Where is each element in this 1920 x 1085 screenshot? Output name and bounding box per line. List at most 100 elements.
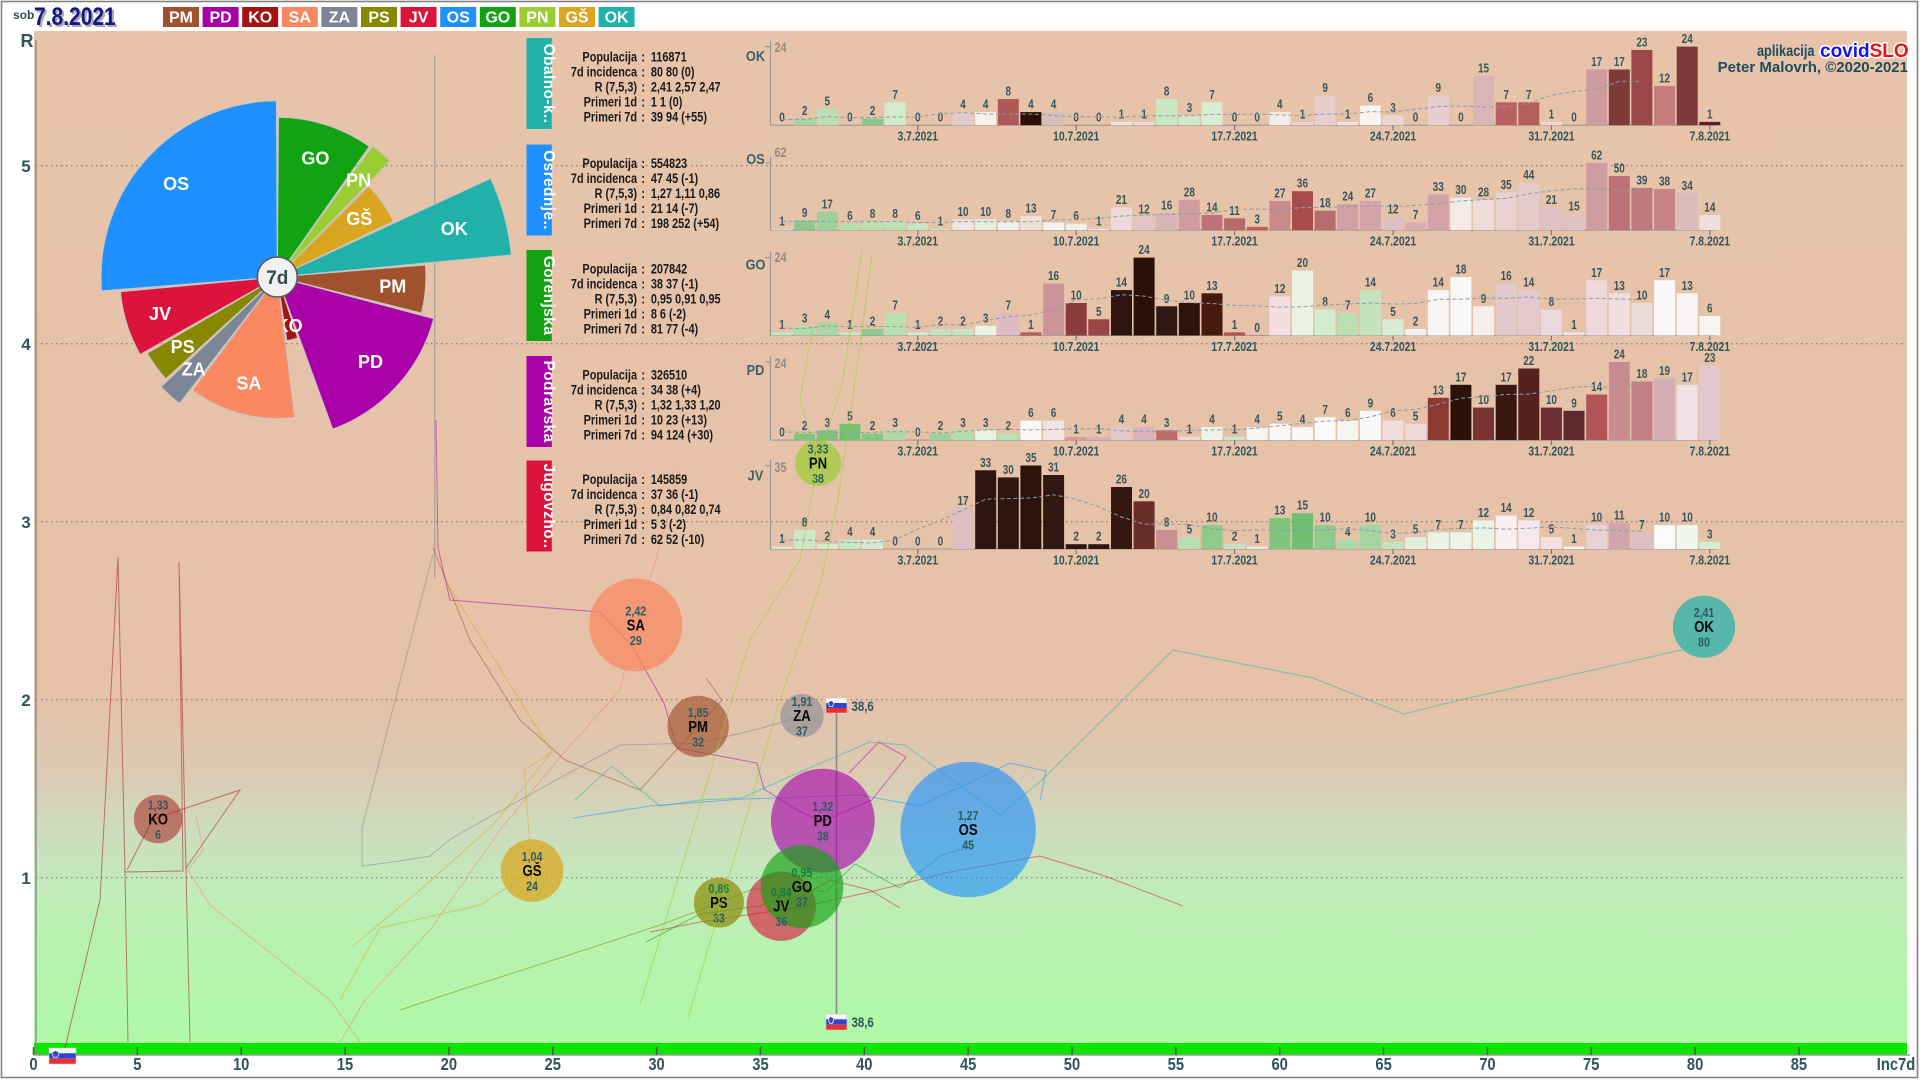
svg-text:21: 21 [1546,194,1557,207]
svg-text:13: 13 [1274,505,1285,518]
svg-text:25: 25 [545,1055,561,1075]
svg-text:ZA: ZA [793,708,811,725]
svg-text:36: 36 [775,914,787,929]
svg-text:17: 17 [1501,371,1512,384]
svg-text:PD: PD [358,352,383,372]
svg-text:12: 12 [1139,204,1150,217]
svg-text:1: 1 [1187,423,1193,436]
svg-text:17.7.2021: 17.7.2021 [1211,340,1258,354]
svg-text::: : [641,79,645,95]
svg-text:Populacija: Populacija [582,156,637,172]
svg-text:14: 14 [1501,502,1513,515]
svg-text:0,84: 0,84 [771,885,792,900]
svg-text:7.8.2021: 7.8.2021 [1690,553,1731,567]
svg-text:4: 4 [1028,99,1034,112]
svg-text:6: 6 [915,210,921,223]
svg-text:45: 45 [960,1055,976,1075]
svg-text:30: 30 [1003,464,1014,477]
svg-text:45: 45 [962,838,974,853]
svg-text:3,33: 3,33 [808,441,829,456]
svg-text:7: 7 [1526,89,1532,102]
svg-text:2: 2 [802,105,808,118]
svg-text:OS: OS [163,174,189,194]
svg-text:R (7,5,3): R (7,5,3) [595,186,637,202]
svg-text:3: 3 [1707,528,1713,541]
svg-text:0,95: 0,95 [792,865,813,880]
svg-text:7d incidenca: 7d incidenca [571,487,638,503]
svg-text:1: 1 [1254,533,1260,546]
svg-text:PM: PM [379,277,406,297]
svg-text:38: 38 [1659,176,1670,189]
svg-text:3: 3 [1390,102,1396,115]
svg-text:20: 20 [1139,488,1150,501]
svg-text:7: 7 [892,299,898,312]
svg-text:8 6 (-2): 8 6 (-2) [651,306,686,322]
svg-text:8: 8 [1549,296,1555,309]
svg-text:23: 23 [1636,36,1647,49]
svg-text:28: 28 [1478,186,1489,199]
svg-text:31.7.2021: 31.7.2021 [1528,340,1575,354]
svg-text:21: 21 [1116,194,1127,207]
svg-text:15: 15 [1478,63,1489,76]
svg-text:75: 75 [1583,1055,1599,1075]
svg-text:17: 17 [822,198,833,211]
svg-text:0: 0 [938,112,944,125]
svg-text:0: 0 [1458,112,1464,125]
svg-text:7: 7 [1413,209,1419,222]
svg-text:1,27: 1,27 [958,808,979,823]
svg-text:Primeri 7d: Primeri 7d [584,427,637,443]
svg-text:0: 0 [779,427,785,440]
svg-text:4: 4 [847,526,853,539]
svg-text:3: 3 [983,312,989,325]
svg-text:Inc7d: Inc7d [1877,1055,1916,1075]
svg-text:2,41: 2,41 [1694,605,1715,620]
svg-text:7d incidenca: 7d incidenca [571,171,638,187]
svg-text:1,91: 1,91 [792,694,813,709]
svg-text:7d incidenca: 7d incidenca [571,276,638,292]
svg-text:7.8.2021: 7.8.2021 [1690,235,1731,249]
svg-text:7.8.2021: 7.8.2021 [34,2,116,30]
svg-text:24.7.2021: 24.7.2021 [1370,445,1417,459]
svg-text:14: 14 [1591,381,1603,394]
svg-text:37 36 (-1): 37 36 (-1) [651,487,698,503]
svg-text:3: 3 [21,513,30,532]
svg-text:PM: PM [169,10,193,27]
svg-text:31.7.2021: 31.7.2021 [1528,130,1575,144]
svg-text:55: 55 [1168,1055,1184,1075]
svg-text:15: 15 [337,1055,353,1075]
svg-text:5: 5 [1187,524,1193,537]
svg-text:5: 5 [133,1055,141,1075]
svg-text:4: 4 [1141,414,1147,427]
svg-text:SA: SA [627,617,645,634]
svg-text:0: 0 [1073,112,1079,125]
svg-text:PD: PD [747,361,765,378]
svg-text:1: 1 [1028,319,1034,332]
svg-text:94 124 (+30): 94 124 (+30) [651,427,713,443]
svg-text:1: 1 [915,319,921,332]
svg-text:10 23 (+13): 10 23 (+13) [651,412,707,428]
svg-text:7.8.2021: 7.8.2021 [1690,445,1731,459]
svg-text:4: 4 [1119,414,1125,427]
svg-text:7: 7 [1458,519,1464,532]
svg-text:145859: 145859 [651,472,687,488]
svg-text:4: 4 [870,526,876,539]
svg-text:116871: 116871 [651,49,687,65]
svg-text:18: 18 [1320,197,1331,210]
svg-text:6: 6 [847,210,853,223]
svg-text:9: 9 [1322,82,1328,95]
svg-text:40: 40 [856,1055,872,1075]
svg-text:80: 80 [1687,1055,1703,1075]
svg-text:62: 62 [774,145,786,160]
svg-text:5: 5 [824,95,830,108]
svg-text:326510: 326510 [651,367,687,383]
svg-text:2,42: 2,42 [625,603,646,618]
svg-text:7: 7 [1051,209,1057,222]
svg-text:35: 35 [1025,452,1036,465]
svg-text:62 52 (-10): 62 52 (-10) [651,532,704,548]
svg-text:8: 8 [802,516,808,529]
svg-text:30: 30 [648,1055,664,1075]
svg-text:6: 6 [1707,303,1713,316]
svg-text:9: 9 [1164,293,1170,306]
svg-text::: : [641,94,645,110]
svg-text:OS: OS [746,150,764,167]
